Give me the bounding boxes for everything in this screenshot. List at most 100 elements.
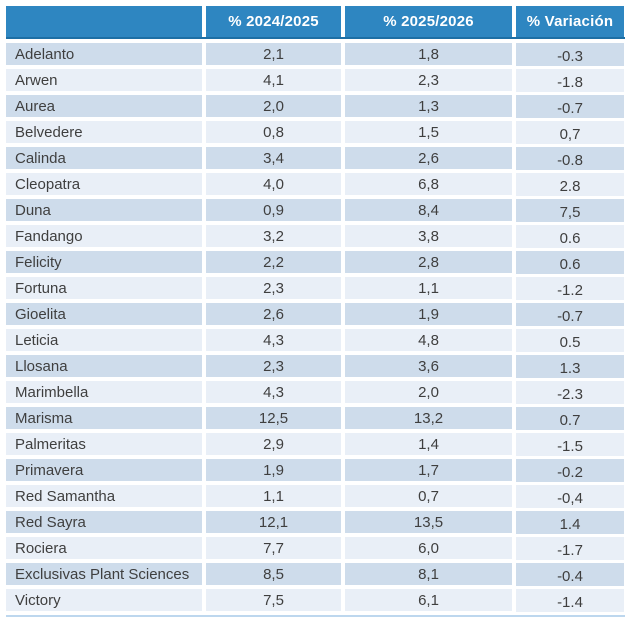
variety-name-cell: Felicity	[6, 251, 202, 273]
variety-name-cell: Marimbella	[6, 381, 202, 403]
table-row: Aurea 2,0 1,3 -0.7	[6, 95, 625, 118]
pct-variacion-cell: -0,4	[516, 485, 624, 508]
pct-2024-2025-cell: 2,2	[206, 251, 341, 273]
table-row: Marisma 12,5 13,2 0.7	[6, 407, 625, 430]
pct-2024-2025-cell: 4,0	[206, 173, 341, 195]
pct-variacion-cell: 0,7	[516, 121, 624, 144]
table-row: Exclusivas Plant Sciences 8,5 8,1 -0.4	[6, 563, 625, 586]
pct-2025-2026-cell: 3,8	[345, 225, 512, 247]
pct-variacion-cell: -0.2	[516, 459, 624, 482]
pct-2024-2025-cell: 8,5	[206, 563, 341, 585]
table-row: Primavera 1,9 1,7 -0.2	[6, 459, 625, 482]
pct-variacion-cell: 0.6	[516, 225, 624, 248]
pct-2024-2025-cell: 2,6	[206, 303, 341, 325]
table-row: Rociera 7,7 6,0 -1.7	[6, 537, 625, 560]
variety-name-cell: Palmeritas	[6, 433, 202, 455]
pct-2025-2026-cell: 2,3	[345, 69, 512, 91]
table-row: Fortuna 2,3 1,1 -1.2	[6, 277, 625, 300]
table-row: Belvedere 0,8 1,5 0,7	[6, 121, 625, 144]
header-name-column	[6, 6, 202, 37]
variety-name-cell: Primavera	[6, 459, 202, 481]
pct-2024-2025-cell: 4,1	[206, 69, 341, 91]
pct-variacion-cell: -0.7	[516, 95, 624, 118]
pct-2025-2026-cell: 0,7	[345, 485, 512, 507]
pct-2025-2026-cell: 1,9	[345, 303, 512, 325]
pct-2024-2025-cell: 3,2	[206, 225, 341, 247]
table-row: Palmeritas 2,9 1,4 -1.5	[6, 433, 625, 456]
pct-2025-2026-cell: 13,2	[345, 407, 512, 429]
pct-2024-2025-cell: 4,3	[206, 381, 341, 403]
pct-2024-2025-cell: 1,1	[206, 485, 341, 507]
pct-2025-2026-cell: 2,0	[345, 381, 512, 403]
pct-variacion-cell: -1.7	[516, 537, 624, 560]
table-row: Fandango 3,2 3,8 0.6	[6, 225, 625, 248]
pct-variacion-cell: 2.8	[516, 173, 624, 196]
pct-2025-2026-cell: 1,1	[345, 277, 512, 299]
header-pct-2025-2026: % 2025/2026	[345, 6, 512, 37]
table-row: Felicity 2,2 2,8 0.6	[6, 251, 625, 274]
table-row: Leticia 4,3 4,8 0.5	[6, 329, 625, 352]
variety-name-cell: Fortuna	[6, 277, 202, 299]
pct-variacion-cell: -0.7	[516, 303, 624, 326]
variety-name-cell: Red Samantha	[6, 485, 202, 507]
variety-name-cell: Aurea	[6, 95, 202, 117]
variety-name-cell: Calinda	[6, 147, 202, 169]
pct-2025-2026-cell: 1,4	[345, 433, 512, 455]
table-row: Victory 7,5 6,1 -1.4	[6, 589, 625, 612]
pct-2025-2026-cell: 8,1	[345, 563, 512, 585]
variety-name-cell: Duna	[6, 199, 202, 221]
variety-name-cell: Llosana	[6, 355, 202, 377]
pct-2025-2026-cell: 13,5	[345, 511, 512, 533]
pct-2024-2025-cell: 0,8	[206, 121, 341, 143]
pct-2024-2025-cell: 2,1	[206, 43, 341, 65]
table-row: Red Sayra 12,1 13,5 1.4	[6, 511, 625, 534]
table-row: Adelanto 2,1 1,8 -0.3	[6, 43, 625, 66]
pct-2025-2026-cell: 6,8	[345, 173, 512, 195]
variety-name-cell: Rociera	[6, 537, 202, 559]
pct-2025-2026-cell: 1,5	[345, 121, 512, 143]
pct-2024-2025-cell: 0,9	[206, 199, 341, 221]
pct-2024-2025-cell: 2,9	[206, 433, 341, 455]
pct-2025-2026-cell: 6,1	[345, 589, 512, 611]
pct-variacion-cell: 0.7	[516, 407, 624, 430]
table-row: Calinda 3,4 2,6 -0.8	[6, 147, 625, 170]
pct-2024-2025-cell: 12,5	[206, 407, 341, 429]
pct-2024-2025-cell: 4,3	[206, 329, 341, 351]
pct-2025-2026-cell: 4,8	[345, 329, 512, 351]
pct-variacion-cell: -1.5	[516, 433, 624, 456]
pct-2025-2026-cell: 6,0	[345, 537, 512, 559]
pct-2024-2025-cell: 12,1	[206, 511, 341, 533]
variety-name-cell: Victory	[6, 589, 202, 611]
pct-2025-2026-cell: 2,6	[345, 147, 512, 169]
variety-name-cell: Marisma	[6, 407, 202, 429]
pct-variacion-cell: 1.3	[516, 355, 624, 378]
header-pct-variacion: % Variación	[516, 6, 624, 37]
variety-name-cell: Belvedere	[6, 121, 202, 143]
table-row: Gioelita 2,6 1,9 -0.7	[6, 303, 625, 326]
pct-variacion-cell: 0.5	[516, 329, 624, 352]
table-body: Adelanto 2,1 1,8 -0.3 Arwen 4,1 2,3 -1.8…	[6, 43, 625, 612]
pct-2025-2026-cell: 8,4	[345, 199, 512, 221]
variety-name-cell: Gioelita	[6, 303, 202, 325]
table-row: Arwen 4,1 2,3 -1.8	[6, 69, 625, 92]
table-row: Red Samantha 1,1 0,7 -0,4	[6, 485, 625, 508]
pct-variacion-cell: 7,5	[516, 199, 624, 222]
pct-2024-2025-cell: 7,7	[206, 537, 341, 559]
variety-name-cell: Exclusivas Plant Sciences	[6, 563, 202, 585]
variety-name-cell: Leticia	[6, 329, 202, 351]
pct-variacion-cell: -0.4	[516, 563, 624, 586]
pct-2024-2025-cell: 2,0	[206, 95, 341, 117]
pct-2025-2026-cell: 3,6	[345, 355, 512, 377]
pct-2024-2025-cell: 3,4	[206, 147, 341, 169]
pct-2025-2026-cell: 1,3	[345, 95, 512, 117]
pct-2025-2026-cell: 1,7	[345, 459, 512, 481]
pct-variacion-cell: -0.3	[516, 43, 624, 66]
pct-2025-2026-cell: 1,8	[345, 43, 512, 65]
header-pct-2024-2025: % 2024/2025	[206, 6, 341, 37]
table-row: Marimbella 4,3 2,0 -2.3	[6, 381, 625, 404]
pct-variacion-cell: -1.4	[516, 589, 624, 612]
pct-2024-2025-cell: 2,3	[206, 277, 341, 299]
pct-2024-2025-cell: 7,5	[206, 589, 341, 611]
pct-variacion-cell: 0.6	[516, 251, 624, 274]
variety-name-cell: Red Sayra	[6, 511, 202, 533]
